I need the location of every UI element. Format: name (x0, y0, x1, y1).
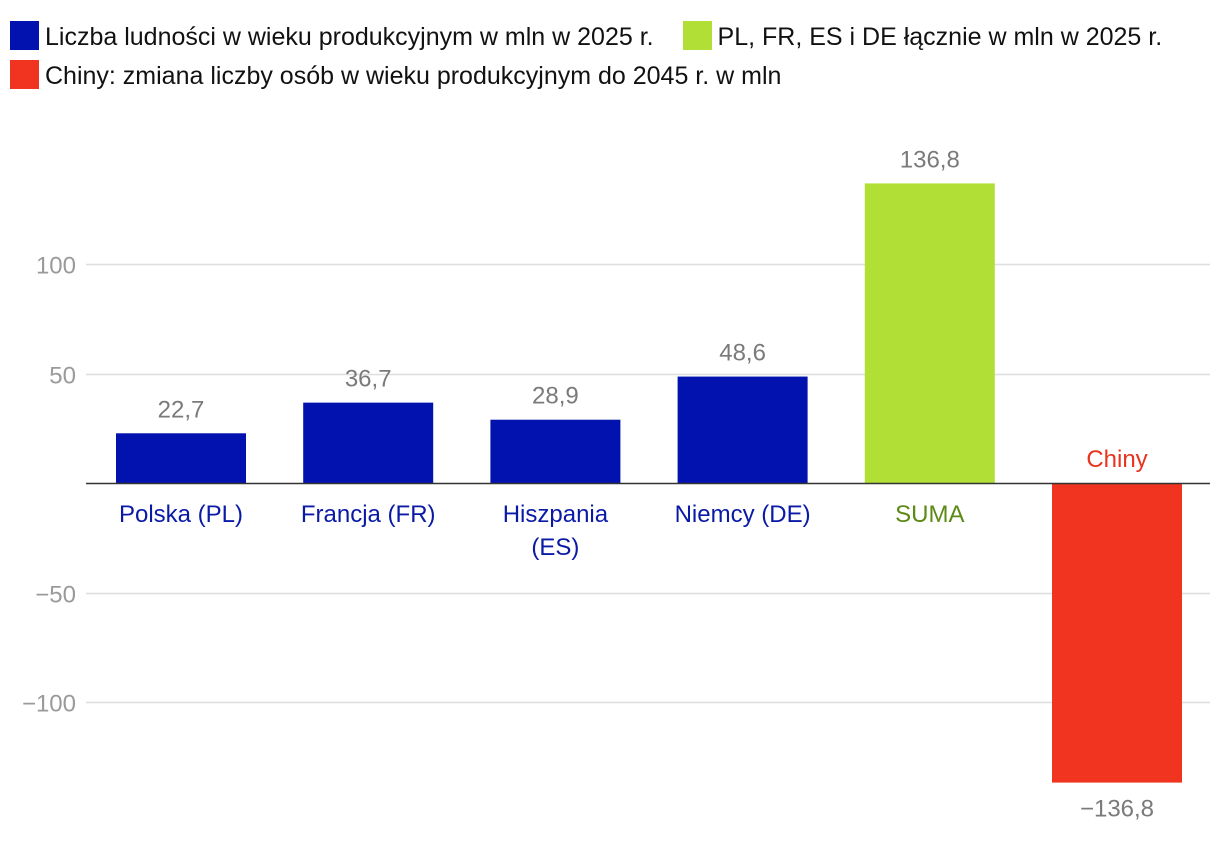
data-label: 22,7 (158, 396, 205, 423)
category-label: Niemcy (DE) (675, 501, 811, 528)
category-label: (ES) (531, 534, 579, 561)
data-label: −136,8 (1080, 796, 1154, 823)
y-tick-label: −50 (35, 582, 76, 609)
category-label: Hiszpania (503, 501, 609, 528)
bar (490, 419, 621, 483)
legend-item-china-change: Chiny: zmiana liczby osób w wieku produk… (10, 60, 782, 90)
category-label: SUMA (895, 501, 964, 528)
data-label: 48,6 (719, 340, 766, 367)
bar (864, 183, 995, 483)
legend-swatch-blue (10, 21, 39, 50)
data-label: 136,8 (900, 146, 960, 173)
legend: Liczba ludności w wieku produkcyjnym w m… (10, 18, 1215, 96)
legend-label: Chiny: zmiana liczby osób w wieku produk… (45, 62, 782, 90)
legend-label: Liczba ludności w wieku produkcyjnym w m… (45, 23, 654, 51)
legend-item-working-age-population: Liczba ludności w wieku produkcyjnym w m… (10, 21, 654, 51)
category-label: Chiny (1086, 446, 1147, 473)
legend-item-total: PL, FR, ES i DE łącznie w mln w 2025 r. (682, 21, 1163, 51)
legend-swatch-red (10, 60, 39, 89)
bar (116, 433, 246, 483)
y-tick-label: −100 (22, 691, 76, 718)
bar (303, 402, 434, 483)
bar (1052, 483, 1182, 783)
legend-label: PL, FR, ES i DE łącznie w mln w 2025 r. (717, 23, 1163, 51)
y-tick-label: 50 (49, 363, 76, 390)
category-label: Polska (PL) (119, 501, 243, 528)
legend-swatch-green (682, 21, 712, 50)
data-label: 28,9 (532, 383, 579, 410)
data-label: 36,7 (345, 366, 392, 393)
category-label: Francja (FR) (301, 501, 436, 528)
bar (677, 376, 808, 483)
y-tick-label: 100 (36, 253, 76, 280)
